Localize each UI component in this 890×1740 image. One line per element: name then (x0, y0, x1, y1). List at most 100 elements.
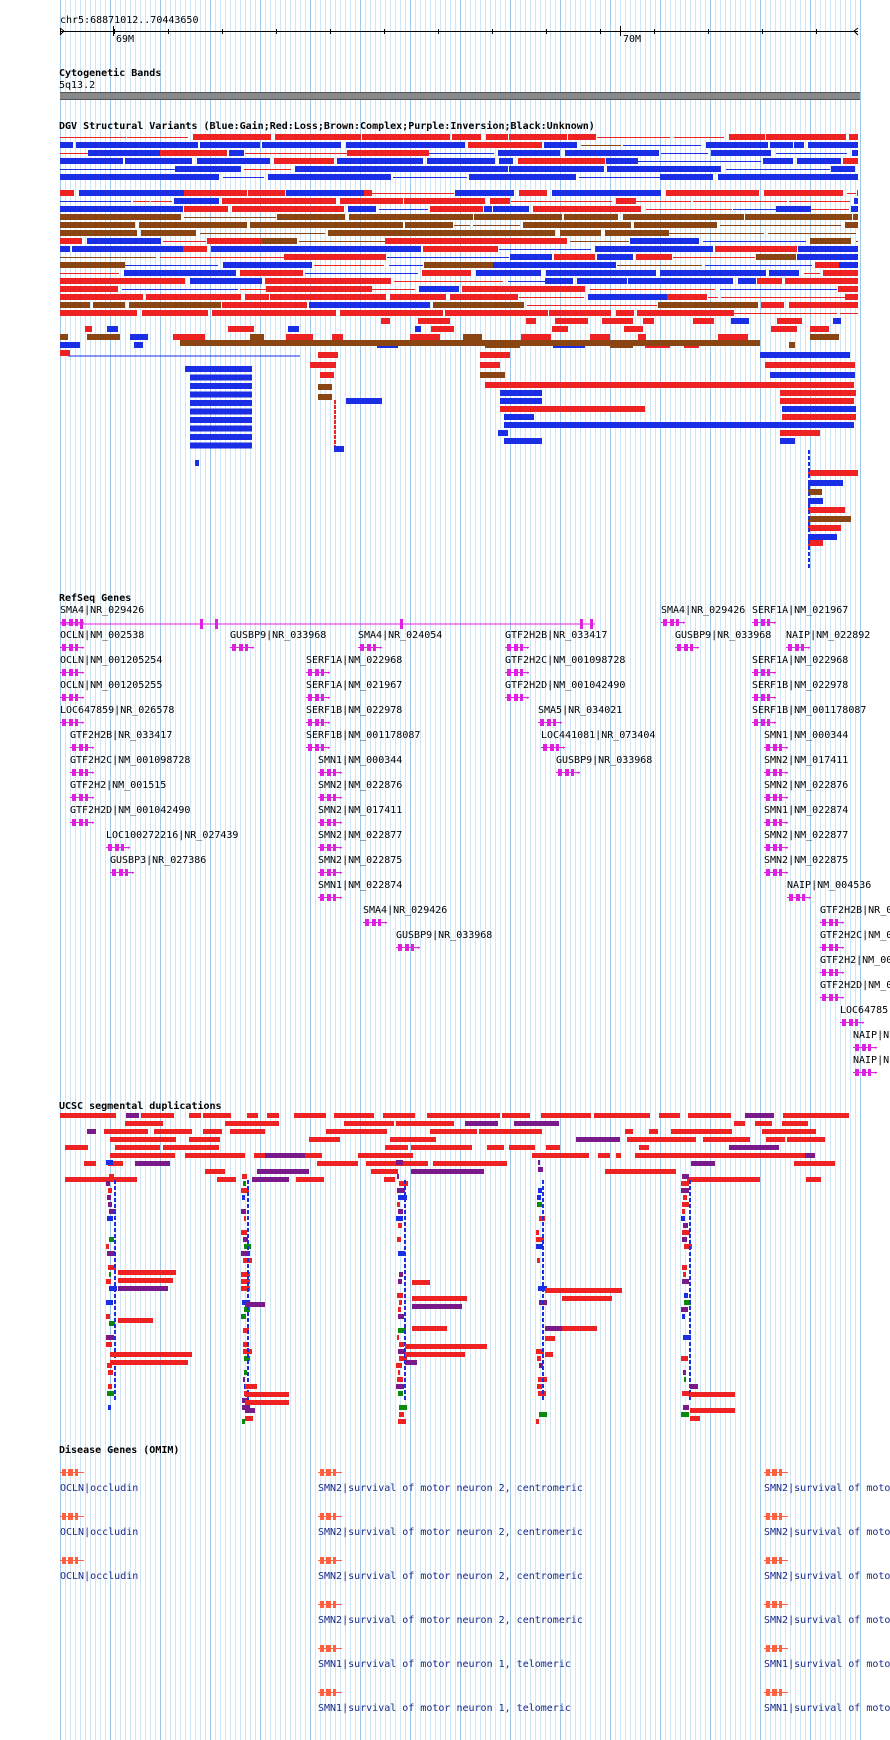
omim-gene-label[interactable]: OCLN|occludin (60, 1527, 139, 1538)
dgv-variant[interactable] (780, 398, 854, 404)
segdup[interactable] (109, 1209, 116, 1214)
gene-label[interactable]: SMN1|NM_000344 (318, 755, 403, 766)
segdup[interactable] (106, 1335, 114, 1340)
dgv-variant[interactable] (760, 352, 850, 358)
omim-gene-label[interactable]: SMN2|survival of moto (764, 1527, 890, 1538)
segdup[interactable] (108, 1384, 112, 1389)
segdup[interactable] (399, 1300, 402, 1305)
gene-label[interactable]: SMA4|NR_024054 (358, 630, 443, 641)
dgv-variant[interactable] (549, 310, 611, 316)
dgv-variant[interactable] (777, 318, 802, 324)
segdup[interactable] (538, 1167, 543, 1172)
segdup[interactable] (242, 1419, 245, 1424)
dgv-variant[interactable] (770, 142, 793, 148)
segdup[interactable] (690, 1408, 735, 1413)
omim-gene-model[interactable] (318, 1556, 342, 1565)
segdup[interactable] (430, 1129, 477, 1134)
segdup[interactable] (762, 1129, 816, 1134)
dgv-variant[interactable] (794, 142, 804, 148)
dgv-variant[interactable] (190, 425, 252, 432)
segdup[interactable] (689, 1342, 691, 1346)
segdup[interactable] (243, 1237, 248, 1242)
segdup[interactable] (689, 1348, 691, 1352)
gene-model[interactable]: → (318, 843, 342, 852)
segdup[interactable] (114, 1318, 116, 1322)
segdup[interactable] (689, 1366, 691, 1370)
dgv-variant[interactable] (808, 504, 810, 508)
segdup[interactable] (536, 1244, 543, 1249)
segdup[interactable] (247, 1228, 249, 1232)
omim-gene-model[interactable] (318, 1512, 342, 1521)
gene-model[interactable]: → (764, 768, 788, 777)
segdup[interactable] (542, 1270, 544, 1274)
segdup[interactable] (405, 1344, 487, 1349)
dgv-variant[interactable] (676, 190, 759, 196)
segdup[interactable] (412, 1296, 467, 1301)
segdup[interactable] (252, 1177, 289, 1182)
segdup[interactable] (542, 1396, 544, 1400)
segdup[interactable] (242, 1195, 245, 1200)
dgv-variant[interactable] (666, 190, 676, 196)
segdup[interactable] (398, 1328, 406, 1333)
dgv-variant[interactable] (595, 246, 713, 252)
segdup[interactable] (114, 1312, 116, 1316)
dgv-variant[interactable] (60, 310, 137, 316)
segdup[interactable] (396, 1160, 403, 1165)
omim-gene-model[interactable] (764, 1556, 788, 1565)
segdup[interactable] (542, 1360, 544, 1364)
dgv-variant[interactable] (266, 286, 372, 292)
segdup[interactable] (109, 1286, 117, 1291)
segdup[interactable] (538, 1160, 540, 1165)
segdup[interactable] (243, 1328, 249, 1333)
segdup[interactable] (690, 1384, 698, 1389)
segdup[interactable] (247, 1372, 249, 1376)
segdup[interactable] (404, 1330, 406, 1334)
segdup[interactable] (412, 1326, 447, 1331)
dgv-variant[interactable] (823, 270, 832, 276)
segdup[interactable] (247, 1192, 249, 1196)
segdup[interactable] (245, 1384, 257, 1389)
segdup[interactable] (247, 1264, 249, 1268)
segdup[interactable] (245, 1302, 265, 1307)
gene-label[interactable]: OCLN|NM_001205254 (60, 655, 163, 666)
segdup[interactable] (114, 1210, 116, 1214)
dgv-variant[interactable] (93, 302, 125, 308)
segdup[interactable] (108, 1188, 112, 1193)
dgv-variant[interactable] (60, 302, 90, 308)
gene-model[interactable]: → (764, 868, 788, 877)
gene-model[interactable]: → (505, 693, 529, 702)
segdup[interactable] (114, 1180, 116, 1184)
omim-gene-model[interactable] (318, 1600, 342, 1609)
segdup[interactable] (399, 1181, 408, 1186)
gene-model[interactable]: → (318, 818, 342, 827)
dgv-variant[interactable] (729, 134, 765, 140)
dgv-variant[interactable] (500, 398, 542, 404)
dgv-variant[interactable] (857, 190, 858, 196)
gene-label[interactable]: SMN2|NM_022877 (764, 830, 849, 841)
segdup[interactable] (106, 1160, 113, 1165)
segdup[interactable] (65, 1177, 137, 1182)
segdup[interactable] (397, 1202, 400, 1207)
segdup[interactable] (689, 1318, 691, 1322)
segdup[interactable] (247, 1258, 249, 1262)
gene-model[interactable]: → (60, 718, 84, 727)
dgv-variant[interactable] (588, 294, 667, 300)
gene-model[interactable]: → (820, 918, 844, 927)
gene-model[interactable]: → (70, 793, 94, 802)
segdup[interactable] (114, 1288, 116, 1292)
segdup[interactable] (104, 1129, 148, 1134)
dgv-variant[interactable] (493, 262, 551, 268)
segdup[interactable] (542, 1222, 544, 1226)
dgv-variant[interactable] (60, 222, 135, 228)
gene-label[interactable]: GUSBP9|NR_033968 (675, 630, 772, 641)
dgv-variant[interactable] (789, 342, 795, 348)
gene-label[interactable]: SMN1|NM_022874 (318, 880, 403, 891)
segdup[interactable] (241, 1251, 250, 1256)
segdup[interactable] (542, 1234, 544, 1238)
segdup[interactable] (404, 1228, 406, 1232)
segdup[interactable] (185, 1153, 245, 1158)
dgv-variant[interactable] (340, 198, 403, 204)
segdup[interactable] (745, 1113, 774, 1118)
dgv-variant[interactable] (245, 294, 269, 300)
segdup[interactable] (242, 1174, 247, 1179)
